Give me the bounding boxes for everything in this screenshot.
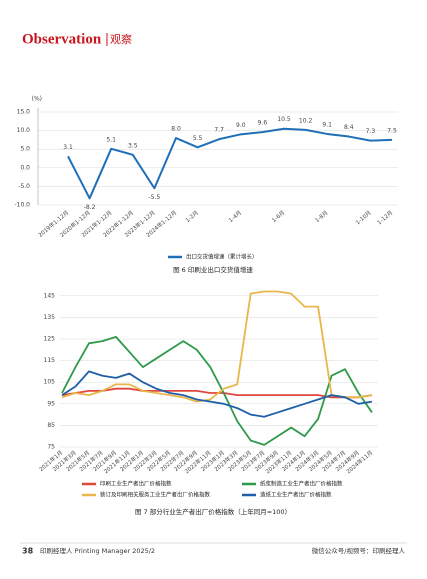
y-tick-label: 95 [47, 400, 55, 407]
header-section: 观察 [110, 32, 132, 46]
value-label: 7.7 [214, 127, 224, 134]
value-label: -8.2 [84, 204, 96, 211]
x-tick-label: 1-6月 [271, 209, 287, 224]
value-label: 7.3 [366, 128, 376, 135]
value-label: 8.0 [171, 126, 181, 133]
y-tick-label: -5.0 [18, 183, 30, 190]
data-line [61, 370, 373, 418]
value-label: -5.5 [149, 194, 161, 201]
figure-caption: 图 6 印刷业出口交货值增速 [173, 265, 253, 274]
y-tick-label: 145 [44, 292, 56, 299]
legend-label: 装订及印刷相关服务工业生产者出厂价格指数 [100, 491, 211, 499]
data-line [67, 127, 393, 200]
y-tick-label: 75 [47, 444, 55, 451]
y-tick-label: 85 [47, 422, 55, 429]
value-label: 5.1 [106, 136, 116, 143]
y-tick-label: 125 [44, 336, 56, 343]
y-tick-label: 0.0 [20, 164, 30, 171]
y-tick-label: 15.0 [17, 109, 31, 116]
header-brand: Observation [22, 31, 102, 47]
value-label: 3.1 [63, 144, 73, 151]
y-tick-label: 5.0 [20, 146, 30, 153]
legend-label: 纸浆制造工业生产者出厂价格指数 [260, 480, 343, 488]
footer-wechat: 微信公众号/视频号：印刷经理人 [312, 546, 406, 555]
legend-label: 印刷工业生产者出厂价格指数 [100, 480, 172, 488]
x-tick-label: 1-10月 [354, 209, 372, 226]
value-label: 7.5 [387, 127, 397, 134]
legend-label: 出口交货值增速（累计增长） [186, 253, 258, 261]
x-tick-label: 1-8月 [314, 209, 330, 224]
value-label: 8.4 [344, 124, 354, 131]
value-label: 10.2 [299, 117, 313, 124]
value-label: 9.0 [236, 122, 246, 129]
x-tick-label: 1-12月 [376, 209, 394, 226]
data-line [61, 290, 373, 403]
value-label: 9.6 [258, 120, 268, 127]
y-axis-label: (%) [32, 96, 42, 103]
value-label: 5.5 [193, 135, 203, 142]
y-tick-label: 115 [44, 357, 56, 364]
y-tick-label: -10.0 [14, 202, 30, 209]
page-number: 38 [22, 547, 34, 556]
y-tick-label: 10.0 [17, 127, 31, 134]
legend-label: 造纸工业生产者出厂价格指数 [260, 491, 332, 499]
footer-magazine: 印刷经理人 Printing Manager 2025/2 [40, 546, 155, 555]
value-label: 10.5 [277, 116, 291, 123]
data-line [61, 335, 373, 446]
value-label: 3.5 [128, 142, 138, 149]
x-tick-label: 1-2月 [184, 209, 200, 224]
figure-caption: 图 7 部分行业生产者出厂价格指数（上年同月=100） [135, 507, 291, 516]
y-tick-label: 135 [44, 314, 56, 321]
x-tick-label: 1-4月 [227, 209, 243, 224]
y-tick-label: 105 [44, 379, 56, 386]
value-label: 9.1 [322, 121, 332, 128]
